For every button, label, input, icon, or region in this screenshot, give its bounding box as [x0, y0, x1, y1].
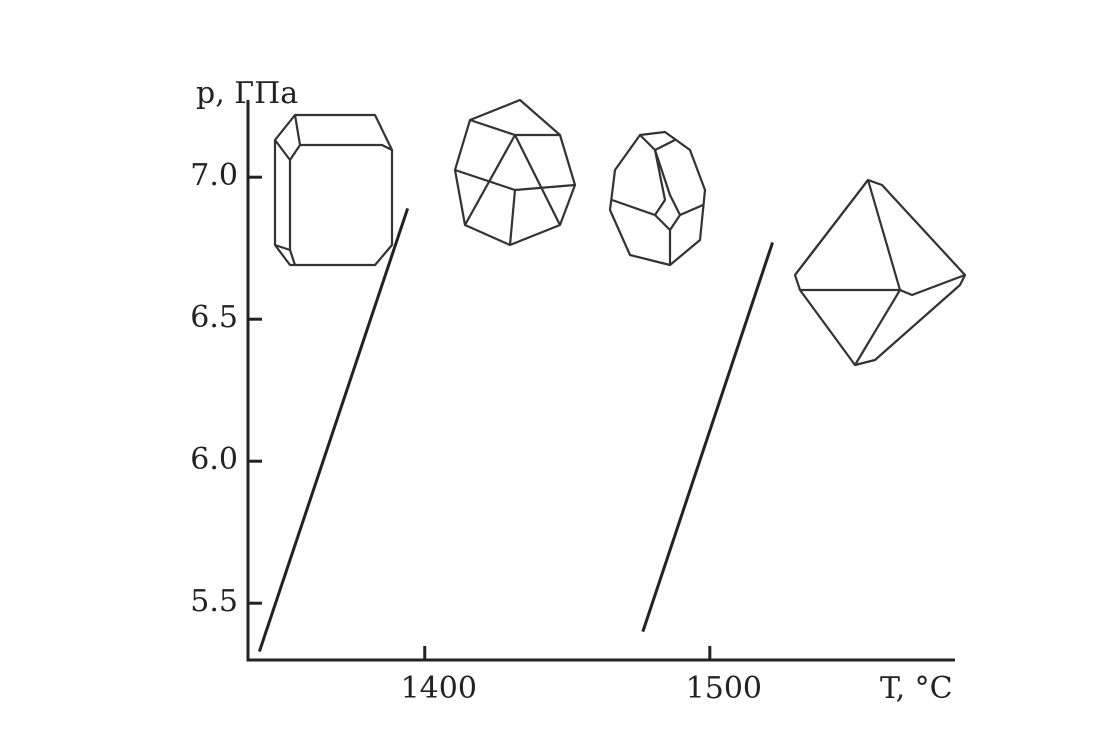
y-tick-label: 7.0 [190, 158, 238, 193]
y-tick-label: 6.0 [190, 442, 238, 477]
chart: p, ГПа T, °C 5.5 6.0 6.5 7.0 1400 1500 [0, 0, 1113, 742]
page: p, ГПа T, °C 5.56.06.57.014001500 (() =>… [0, 0, 1113, 742]
y-tick-label: 6.5 [190, 300, 238, 335]
x-axis-label: T, °C [880, 671, 953, 706]
x-tick-label: 1400 [401, 671, 477, 706]
background [0, 0, 1113, 742]
y-axis-label: p, ГПа [196, 76, 298, 111]
x-tick-label: 1500 [686, 671, 762, 706]
y-tick-label: 5.5 [190, 584, 238, 619]
